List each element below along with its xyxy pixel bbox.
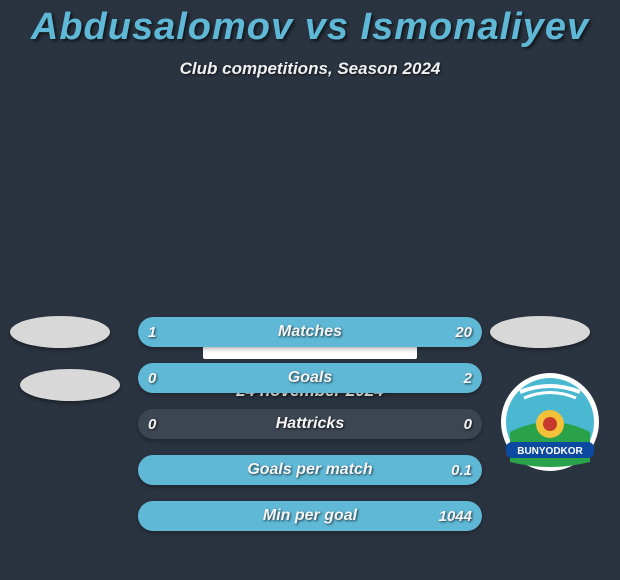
stat-row: 0.1Goals per match [138, 455, 482, 485]
subtitle: Club competitions, Season 2024 [0, 59, 620, 79]
player-right-photo-placeholder [490, 316, 590, 348]
stat-row: 1044Min per goal [138, 501, 482, 531]
player-left-photo-placeholder-1 [10, 316, 110, 348]
stat-row: 00Hattricks [138, 409, 482, 439]
stat-label: Matches [138, 317, 482, 347]
stat-row: 02Goals [138, 363, 482, 393]
stat-bars: 120Matches 02Goals 00Hattricks 0.1Goals per… [138, 317, 482, 547]
stat-label: Hattricks [138, 409, 482, 439]
stat-row: 120Matches [138, 317, 482, 347]
stat-label: Goals per match [138, 455, 482, 485]
stat-label: Goals [138, 363, 482, 393]
bunyodkor-crest-icon: BUNYODKOR [500, 372, 600, 472]
club-badge-right: BUNYODKOR [500, 372, 600, 472]
comparison-panel: BUNYODKOR 120Matches02Goals00Hattricks0.… [0, 317, 620, 401]
player-left-photo-placeholder-2 [20, 369, 120, 401]
svg-text:BUNYODKOR: BUNYODKOR [517, 446, 583, 457]
stat-label: Min per goal [138, 501, 482, 531]
page-title: Abdusalomov vs Ismonaliyev [0, 0, 620, 49]
